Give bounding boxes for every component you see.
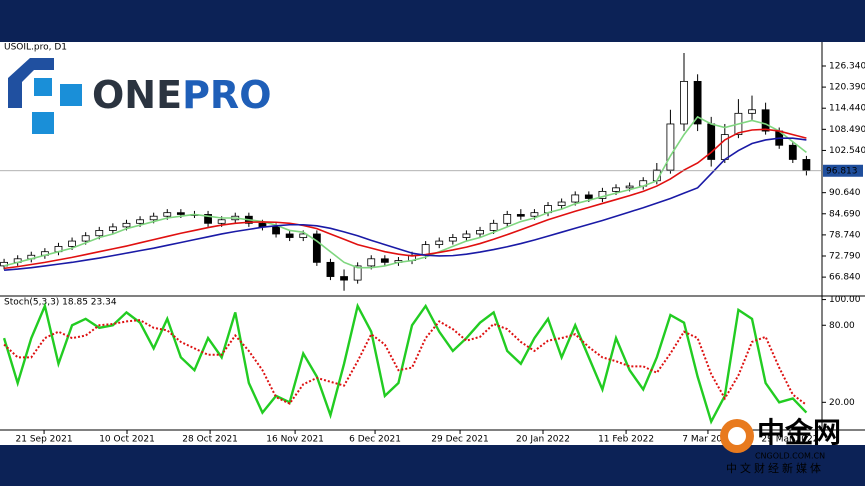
x-tick-label: 21 Sep 2021 [16, 435, 73, 445]
candle-body [285, 233, 294, 238]
x-tick-label: 16 Nov 2021 [266, 435, 324, 445]
watermark: 中金网 CNGOLD.COM.CN 中文财经新媒体 [720, 416, 841, 475]
watermark-brand: 中金网 [757, 416, 841, 449]
candle-body [353, 265, 362, 281]
y-tick-label: 114.440 [829, 104, 865, 114]
candle-body [149, 215, 158, 221]
logo-pro: PRO [182, 73, 271, 117]
logo-icon [34, 78, 52, 96]
candle-body [380, 258, 389, 263]
candle-body [503, 214, 512, 224]
y-tick-label: 66.840 [829, 273, 861, 283]
indicator-line [3, 319, 808, 406]
candle-body [163, 212, 172, 217]
candle-body [476, 230, 484, 235]
candle-body [680, 80, 688, 125]
indicator-line [3, 128, 807, 270]
candle-body [0, 261, 8, 267]
candle-body [204, 214, 212, 224]
watermark-slogan: 中文财经新媒体 [726, 461, 824, 475]
logo-icon [60, 84, 82, 106]
candle-body [312, 233, 321, 263]
candle-body [612, 187, 620, 192]
x-tick-label: 29 Mar 2022 [761, 435, 818, 445]
candle-body [693, 80, 702, 125]
candle-body [435, 240, 444, 246]
candle-body [625, 185, 634, 189]
candle-body [95, 230, 104, 237]
x-tick-label: 6 Dec 2021 [349, 435, 401, 445]
candle-body [68, 240, 76, 247]
watermark-icon [728, 427, 746, 445]
candle-body [571, 194, 580, 203]
candle-body [462, 233, 471, 238]
last-price-label: 96.813 [826, 166, 858, 176]
candle-body [557, 201, 566, 206]
chart-title: USOIL.pro, D1 [4, 43, 67, 53]
logo-one: ONE [92, 73, 182, 117]
candle-body [299, 233, 308, 238]
bottom-band [0, 445, 865, 486]
candle-body [326, 261, 335, 277]
y-tick-label: 120.390 [829, 83, 865, 93]
candle-body [340, 276, 348, 281]
logo-icon [8, 58, 54, 108]
x-tick-label: 20 Jan 2022 [516, 435, 570, 445]
candle-body [530, 212, 539, 217]
indicator-line [2, 302, 808, 425]
candle-body [217, 219, 226, 224]
candle-body [761, 109, 770, 132]
candle-body [788, 144, 797, 160]
candle-body [176, 212, 185, 215]
y-tick-label: 126.340 [829, 61, 865, 71]
candle-body [81, 235, 90, 242]
candle-body [367, 258, 376, 267]
x-tick-label: 10 Oct 2021 [99, 435, 155, 445]
candle-body [122, 222, 131, 228]
indicator-line [4, 137, 807, 271]
candle-body [136, 219, 144, 224]
top-band [0, 0, 865, 42]
candle-body [516, 214, 525, 217]
indicator-line [3, 115, 807, 269]
logo: ONEPRO [8, 58, 272, 134]
logo-text: ONEPRO [92, 73, 272, 117]
candle-body [584, 194, 593, 199]
y-tick-label: 100.00 [829, 295, 861, 305]
x-tick-label: 11 Feb 2022 [598, 435, 654, 445]
candle-body [272, 226, 280, 235]
logo-icon [32, 112, 54, 134]
y-tick-label: 80.00 [829, 321, 855, 331]
y-tick-label: 20.00 [829, 398, 855, 408]
y-tick-label: 102.540 [829, 146, 865, 156]
candle-body [802, 159, 811, 171]
y-tick-label: 78.740 [829, 230, 861, 240]
candle-body [666, 123, 675, 171]
y-tick-label: 72.790 [829, 252, 861, 262]
y-tick-label: 84.690 [829, 209, 861, 219]
x-tick-label: 29 Dec 2021 [431, 435, 489, 445]
candle-body [108, 226, 117, 231]
x-tick-label: 7 Mar 2022 [682, 435, 733, 445]
y-tick-label: 108.490 [829, 125, 865, 135]
last-price-box [823, 164, 863, 177]
candle-body [489, 222, 498, 231]
candle-body [598, 190, 607, 199]
indicator-title: Stoch(5,3,3) 18.85 23.34 [4, 298, 117, 308]
marks: 126.340 120.390 114.440 108.490 102.540 90.64… [0, 53, 865, 445]
candle-body [448, 237, 457, 242]
x-tick-label: 28 Oct 2021 [182, 435, 238, 445]
y-tick-label: 90.640 [829, 188, 861, 198]
candle-body [748, 109, 756, 114]
watermark-site: CNGOLD.COM.CN [755, 452, 825, 461]
